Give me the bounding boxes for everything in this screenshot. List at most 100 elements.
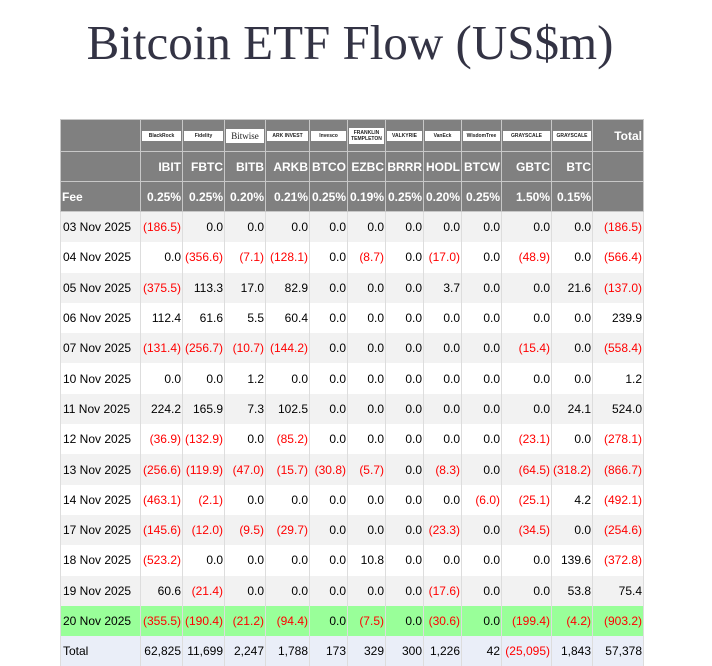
flow-cell: 0.0	[501, 575, 552, 606]
flow-cell: (2.1)	[182, 484, 225, 515]
issuer-logo-cell: Fidelity	[182, 119, 225, 152]
flow-cell: 0.0	[385, 514, 424, 546]
flow-cell: 0.0	[423, 545, 462, 576]
flow-cell: 0.0	[423, 484, 462, 515]
table-row: 19 Nov 2025 60.6 (21.4) 0.0 0.0 0.0 0.0 0.0 (17.…	[60, 575, 644, 606]
table-row: 06 Nov 2025 112.4 61.6 5.5 60.4 0.0 0.0 0.0 0.0 0…	[60, 302, 644, 334]
ticker-row: IBIT FBTC BITB ARKB BTCO EZBC BRRR HODL BTCW GBTC…	[60, 151, 644, 182]
flow-cell: (8.3)	[423, 454, 462, 485]
flow-cell: 0.0	[182, 545, 225, 576]
ticker-header: ARKB	[265, 151, 310, 182]
flow-cell: (128.1)	[265, 242, 310, 273]
flow-cell: 0.0	[385, 575, 424, 606]
page-title: Bitcoin ETF Flow (US$m)	[86, 15, 614, 70]
flow-cell: 0.0	[309, 393, 348, 425]
row-total-cell: 524.0	[592, 393, 644, 425]
flow-cell: 0.0	[551, 363, 593, 394]
date-cell: 07 Nov 2025	[60, 333, 141, 364]
date-cell: 10 Nov 2025	[60, 363, 141, 394]
flow-cell: 0.0	[423, 211, 462, 243]
flow-cell: 62,825	[140, 636, 183, 666]
flow-cell: (6.0)	[461, 484, 502, 515]
flow-cell: (21.2)	[224, 605, 266, 637]
flow-cell: (17.0)	[423, 242, 462, 273]
flow-cell: 165.9	[182, 393, 225, 425]
flow-cell: 0.0	[385, 484, 424, 515]
fee-value: 0.15%	[551, 181, 593, 212]
issuer-logo-cell: VanEck	[423, 119, 462, 152]
flow-cell: 1.2	[224, 363, 266, 394]
issuer-logo-cell: VALKYRIE	[385, 119, 424, 152]
row-total-cell: (903.2)	[592, 605, 644, 637]
flow-cell: 0.0	[461, 575, 502, 606]
row-total-cell: (866.7)	[592, 454, 644, 485]
flow-cell: (23.3)	[423, 514, 462, 546]
flow-cell: (318.2)	[551, 454, 593, 485]
flow-cell: 0.0	[347, 393, 386, 425]
flow-cell: 329	[347, 636, 386, 666]
flow-cell: 0.0	[501, 272, 552, 303]
flow-cell: 0.0	[309, 575, 348, 606]
date-cell: Total	[60, 636, 141, 666]
flow-cell: 0.0	[347, 211, 386, 243]
flow-cell: 0.0	[309, 424, 348, 455]
flow-cell: 0.0	[423, 333, 462, 364]
flow-cell: (355.5)	[140, 605, 183, 637]
flow-cell: 0.0	[265, 484, 310, 515]
flow-cell: 60.6	[140, 575, 183, 606]
flow-cell: 0.0	[385, 272, 424, 303]
date-cell: 06 Nov 2025	[60, 302, 141, 334]
ticker-header: BRRR	[385, 151, 424, 182]
flow-cell: 0.0	[309, 363, 348, 394]
date-cell: 18 Nov 2025	[60, 545, 141, 576]
row-total-cell: (492.1)	[592, 484, 644, 515]
date-cell: 04 Nov 2025	[60, 242, 141, 273]
issuer-logo: GRAYSCALE	[553, 130, 591, 141]
flow-cell: 0.0	[461, 242, 502, 273]
issuer-logo-row: BlackRock Fidelity Bitwise ARK INVEST Invesc…	[60, 119, 644, 152]
flow-cell: (256.6)	[140, 454, 183, 485]
table-row: 12 Nov 2025 (36.9) (132.9) 0.0 (85.2) 0.0 0.0 0…	[60, 424, 644, 455]
ticker-header: EZBC	[347, 151, 386, 182]
row-total-cell: (566.4)	[592, 242, 644, 273]
flow-cell: 0.0	[182, 211, 225, 243]
flow-cell: 0.0	[309, 272, 348, 303]
flow-cell: (199.4)	[501, 605, 552, 637]
table-row: 17 Nov 2025 (145.6) (12.0) (9.5) (29.7) 0.0 0.…	[60, 514, 644, 546]
issuer-logo: WisdomTree	[463, 130, 500, 141]
flow-cell: (36.9)	[140, 424, 183, 455]
row-total-cell: (254.6)	[592, 514, 644, 546]
issuer-logo: GRAYSCALE	[503, 130, 550, 141]
flow-cell: (7.1)	[224, 242, 266, 273]
flow-cell: 0.0	[385, 545, 424, 576]
table-row: 04 Nov 2025 0.0 (356.6) (7.1) (128.1) 0.0 (8.7…	[60, 242, 644, 273]
flow-cell: 112.4	[140, 302, 183, 334]
flow-cell: (15.7)	[265, 454, 310, 485]
ticker-header: BITB	[224, 151, 266, 182]
flow-cell: 0.0	[461, 302, 502, 334]
flow-cell: 0.0	[461, 454, 502, 485]
flow-cell: (132.9)	[182, 424, 225, 455]
flow-cell: 0.0	[140, 363, 183, 394]
flow-cell: 0.0	[461, 605, 502, 637]
flow-cell: 0.0	[140, 242, 183, 273]
header-blank	[60, 151, 141, 182]
flow-cell: 0.0	[309, 333, 348, 364]
flow-cell: 0.0	[385, 393, 424, 425]
flow-cell: 224.2	[140, 393, 183, 425]
fee-label: Fee	[60, 181, 141, 212]
date-cell: 11 Nov 2025	[60, 393, 141, 425]
flow-cell: 0.0	[423, 424, 462, 455]
table-row: 13 Nov 2025 (256.6) (119.9) (47.0) (15.7) (30…	[60, 454, 644, 485]
issuer-logo-cell: Invesco	[309, 119, 348, 152]
flow-cell: 0.0	[224, 424, 266, 455]
flow-cell: (7.5)	[347, 605, 386, 637]
table-row: 05 Nov 2025 (375.5) 113.3 17.0 82.9 0.0 0.0 0.0…	[60, 272, 644, 303]
flow-cell: 2,247	[224, 636, 266, 666]
flow-cell: (47.0)	[224, 454, 266, 485]
row-total-cell: (186.5)	[592, 211, 644, 243]
flow-cell: 173	[309, 636, 348, 666]
flow-cell: 0.0	[309, 484, 348, 515]
flow-cell: 53.8	[551, 575, 593, 606]
flow-cell: 0.0	[501, 393, 552, 425]
